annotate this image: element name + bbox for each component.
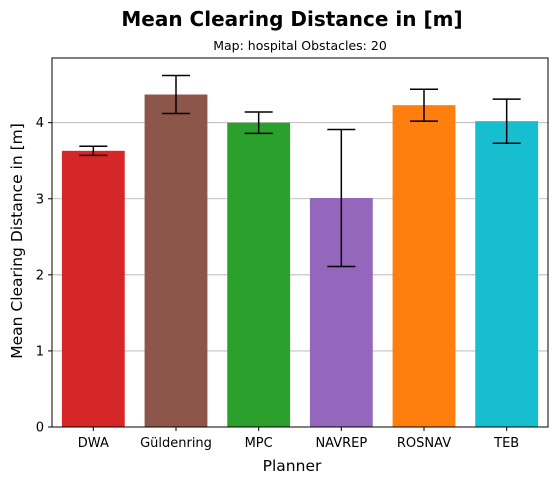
error-bars [79, 74, 521, 268]
x-tick-label: MPC [245, 436, 273, 451]
bar-mpc [227, 122, 291, 427]
x-axis-label: Planner [263, 457, 322, 475]
x-tick-label: TEB [493, 436, 519, 451]
y-tick-label: 0 [36, 421, 44, 436]
x-tick-label: Güldenring [140, 436, 212, 451]
bar-dwa [61, 150, 125, 427]
y-tick-label: 4 [36, 116, 44, 131]
chart-title: Mean Clearing Distance in [m] [121, 7, 462, 31]
y-axis-ticks: 0 1 2 3 4 [36, 116, 52, 436]
x-tick-label: NAVREP [315, 436, 367, 451]
bars [61, 94, 539, 428]
y-tick-label: 1 [36, 344, 44, 359]
gridlines [52, 122, 548, 352]
y-tick-label: 2 [36, 268, 44, 283]
plot-frame [51, 57, 549, 428]
bar-rosnav [392, 105, 456, 427]
x-tick-label: ROSNAV [397, 436, 451, 451]
y-tick-label: 3 [36, 192, 44, 207]
y-axis-label: Mean Clearing Distance in [m] [8, 123, 26, 359]
bar-güldenring [144, 94, 208, 427]
x-axis-ticks: DWA Güldenring MPC NAVREP ROSNAV TEB [78, 427, 519, 451]
bar-teb [475, 121, 539, 428]
x-tick-label: DWA [78, 436, 109, 451]
chart-subtitle: Map: hospital Obstacles: 20 [213, 38, 387, 53]
